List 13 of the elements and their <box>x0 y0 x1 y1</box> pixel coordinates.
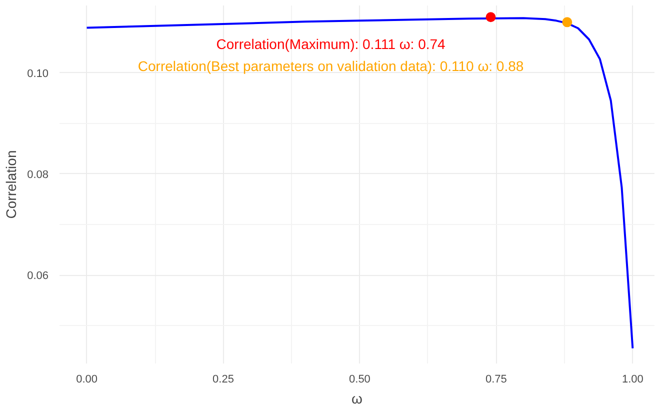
annotation: Correlation(Best parameters on validation data): 0.110 ω: 0.88 <box>138 58 524 74</box>
x-tick-label: 0.25 <box>212 374 234 386</box>
x-tick-label: 1.00 <box>622 374 644 386</box>
y-tick-label: 0.06 <box>27 270 49 282</box>
line-series <box>86 17 634 350</box>
y-tick-label: 0.10 <box>27 68 49 80</box>
x-tick-label: 0.00 <box>76 374 98 386</box>
y-axis-title: Correlation <box>3 150 20 219</box>
x-axis-title: ω <box>352 390 363 406</box>
annotation: Correlation(Maximum): 0.111 ω: 0.74 <box>216 36 446 52</box>
x-tick-label: 0.50 <box>349 374 370 386</box>
y-tick-label: 0.08 <box>27 168 49 181</box>
x-tick-label: 0.75 <box>485 374 507 386</box>
